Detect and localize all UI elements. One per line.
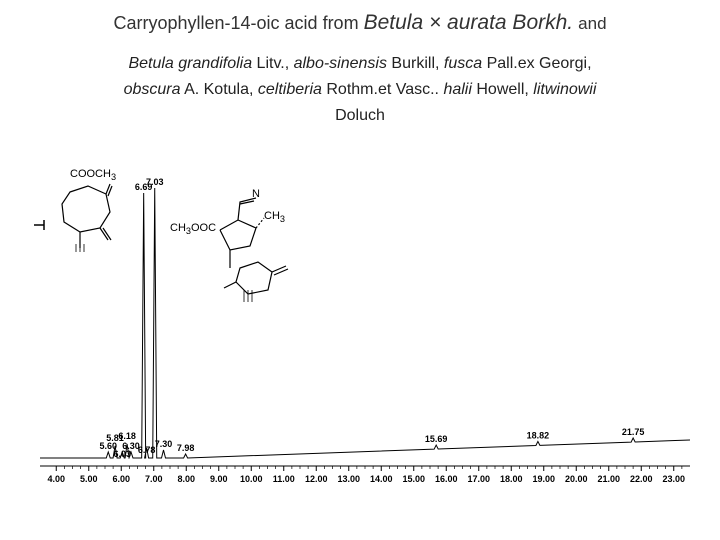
svg-text:15.00: 15.00 (402, 474, 425, 484)
svg-text:15.69: 15.69 (425, 434, 448, 444)
svg-text:20.00: 20.00 (565, 474, 588, 484)
species-auth: Rothm.et Vasc.. (322, 81, 444, 98)
svg-text:19.00: 19.00 (532, 474, 555, 484)
species-item: litwinowii (533, 81, 596, 98)
svg-text:16.00: 16.00 (435, 474, 458, 484)
molecule-structure-1 (50, 182, 130, 257)
species-primary: Betula × aurata Borkh. (364, 11, 574, 34)
svg-text:18.82: 18.82 (527, 430, 550, 440)
chromatogram-figure: 4.00 5.00 6.00 7.00 8.00 9.00 10.00 11.00 12.00 1… (30, 160, 700, 520)
svg-text:22.00: 22.00 (630, 474, 653, 484)
svg-text:5.00: 5.00 (80, 474, 98, 484)
svg-text:6.78: 6.78 (138, 445, 156, 455)
figure-title: Carryophyllen-14-oic acid from Betula × … (0, 0, 720, 37)
and-word: and (578, 14, 606, 33)
svg-text:9.00: 9.00 (210, 474, 228, 484)
species-item: albo-sinensis (294, 55, 387, 72)
svg-text:12.00: 12.00 (305, 474, 328, 484)
svg-text:18.00: 18.00 (500, 474, 523, 484)
species-item: fusca (444, 55, 482, 72)
svg-text:10.00: 10.00 (240, 474, 263, 484)
marker-icon (34, 218, 46, 232)
species-item: Betula grandifolia (128, 55, 252, 72)
svg-text:7.03: 7.03 (146, 177, 164, 187)
svg-text:7.30: 7.30 (155, 439, 173, 449)
species-item: obscura (124, 81, 181, 98)
svg-text:14.00: 14.00 (370, 474, 393, 484)
species-list: Betula grandifolia Litv., albo-sinensis … (0, 37, 720, 128)
svg-text:6.00: 6.00 (112, 474, 130, 484)
species-item: halii (443, 81, 471, 98)
svg-text:21.75: 21.75 (622, 427, 645, 437)
species-auth: Pall.ex Georgi, (482, 55, 591, 72)
molecule-structure-2 (190, 190, 310, 310)
svg-text:23.00: 23.00 (662, 474, 685, 484)
species-auth: Burkill, (387, 55, 444, 72)
svg-text:7.00: 7.00 (145, 474, 163, 484)
species-auth: A. Kotula, (181, 81, 258, 98)
svg-text:7.98: 7.98 (177, 443, 195, 453)
svg-text:13.00: 13.00 (337, 474, 360, 484)
svg-text:4.00: 4.00 (47, 474, 65, 484)
from-word: from (323, 13, 359, 33)
species-item: celtiberia (258, 81, 322, 98)
chromatogram-svg: 4.00 5.00 6.00 7.00 8.00 9.00 10.00 11.00 12.00 1… (30, 160, 700, 520)
svg-text:11.00: 11.00 (273, 474, 295, 484)
species-auth: Howell, (472, 81, 533, 98)
svg-text:6.03: 6.03 (113, 449, 131, 459)
svg-text:17.00: 17.00 (467, 474, 490, 484)
svg-text:21.00: 21.00 (597, 474, 620, 484)
formula-cooch3: COOCH3 (70, 168, 116, 182)
species-auth: Litv., (252, 55, 294, 72)
species-auth: Doluch (335, 107, 385, 124)
compound-name: Carryophyllen-14-oic acid (113, 13, 317, 33)
svg-text:8.00: 8.00 (177, 474, 195, 484)
svg-text:6.18: 6.18 (118, 431, 136, 441)
